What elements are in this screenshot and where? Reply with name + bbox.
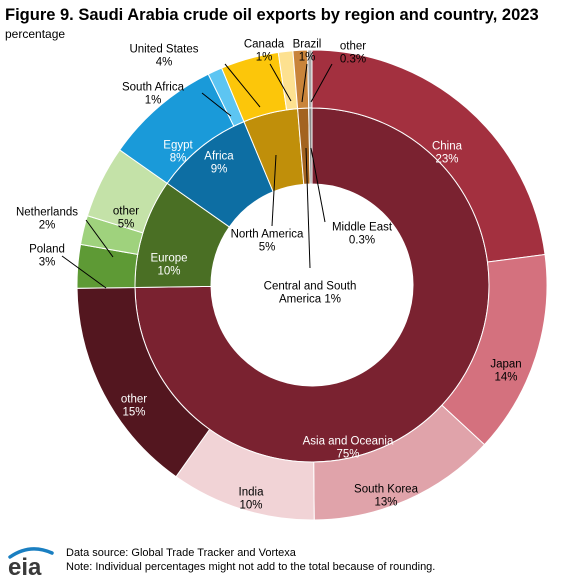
- inner-label-north-america: North America 5%: [231, 229, 304, 254]
- outer-label-middle-east-other: other 0.3%: [340, 41, 366, 66]
- outer-label-europe-other: other 5%: [113, 206, 139, 231]
- outer-label-north-america-canada: Canada 1%: [244, 39, 285, 64]
- chart-title: Figure 9. Saudi Arabia crude oil exports…: [5, 6, 539, 24]
- outer-label-africa-egypt: Egypt 8%: [163, 140, 193, 165]
- logo-arc: [8, 547, 54, 559]
- outer-leader-africa-south-africa: [201, 92, 232, 117]
- inner-leader-north-america: [271, 154, 277, 227]
- labels-layer: China 23% Japan 14% South Korea 13% India 10% ot…: [16, 39, 522, 512]
- outer-label-asia-and-oceania-japan: Japan 14%: [490, 359, 521, 384]
- outer-label-central-and-south-america-brazil: Brazil 1%: [293, 39, 322, 64]
- inner-label-middle-east: Middle East 0.3%: [332, 222, 393, 247]
- rounding-note-line: Note: Individual percentages might not a…: [66, 561, 436, 573]
- outer-label-africa-south-africa: South Africa 1%: [122, 82, 185, 107]
- slices-layer: [76, 49, 548, 521]
- source-notes: Data source: Global Trade Tracker and Vo…: [66, 546, 435, 574]
- inner-label-africa: Africa 9%: [204, 151, 234, 176]
- eia-logo: eia: [8, 547, 54, 578]
- leader-lines-layer: [61, 63, 333, 289]
- outer-leader-central-and-south-america-brazil: [301, 63, 308, 103]
- outer-leader-europe-poland: [61, 255, 107, 289]
- logo-text: eia: [8, 554, 42, 578]
- outer-label-asia-and-oceania-india: India 10%: [239, 487, 265, 512]
- inner-label-central-and-south-america: Central and South America 1%: [264, 281, 357, 306]
- outer-label-europe-poland: Poland 3%: [29, 244, 65, 269]
- chart-subtitle: percentage: [5, 27, 66, 41]
- outer-leader-north-america-canada: [269, 63, 292, 102]
- outer-slice-middle-east-other: [307, 49, 313, 109]
- outer-label-asia-and-oceania-other: other 15%: [121, 394, 147, 419]
- inner-label-europe: Europe 10%: [150, 253, 187, 278]
- inner-leader-central-and-south-america: [305, 147, 311, 269]
- outer-label-asia-and-oceania-south-korea: South Korea 13%: [354, 484, 419, 509]
- data-source-line: Data source: Global Trade Tracker and Vo…: [66, 547, 296, 559]
- outer-label-asia-and-oceania-china: China 23%: [432, 141, 463, 166]
- inner-leader-middle-east: [310, 147, 326, 223]
- outer-label-europe-netherlands: Netherlands 2%: [16, 207, 78, 232]
- outer-leader-europe-netherlands: [85, 219, 114, 258]
- outer-leader-north-america-united-states: [224, 63, 261, 108]
- outer-leader-middle-east-other: [310, 63, 333, 103]
- inner-label-asia-and-oceania: Asia and Oceania 75%: [303, 436, 394, 461]
- outer-label-north-america-united-states: United States 4%: [129, 44, 198, 69]
